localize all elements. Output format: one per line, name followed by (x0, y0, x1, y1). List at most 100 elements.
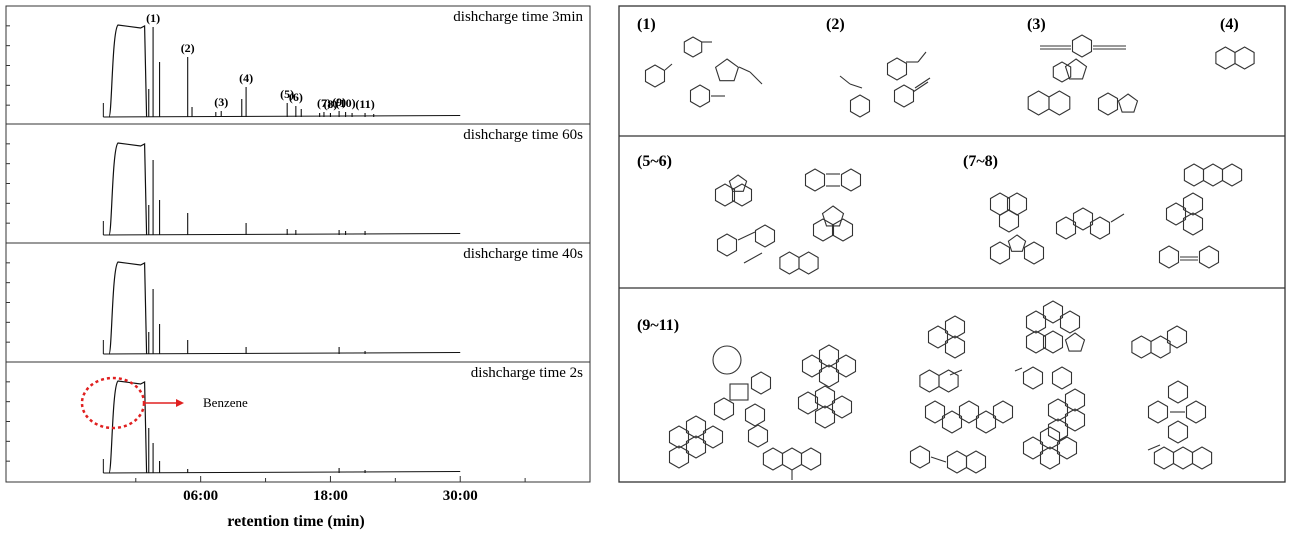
ring-structure (714, 183, 736, 207)
solvent-peak (108, 142, 148, 236)
ring-structure (800, 447, 822, 471)
ring-structure (668, 445, 690, 469)
ring-structure (832, 218, 854, 242)
ring-structure (1198, 245, 1220, 269)
bond-line (930, 456, 947, 463)
bond-line (664, 63, 673, 71)
baseline-trace (103, 471, 461, 474)
ring-structure (1185, 400, 1207, 424)
ring-structure (1072, 207, 1094, 231)
peak-label: (6) (289, 90, 303, 104)
ring-structure (1039, 446, 1061, 470)
ring-structure (801, 354, 823, 378)
ring-structure (958, 400, 980, 424)
ring-structure (762, 447, 784, 471)
ring-structure (812, 218, 834, 242)
bond-line (737, 231, 756, 241)
ring-structure (685, 435, 707, 459)
ring-structure (1047, 398, 1069, 422)
ring-structure (1027, 90, 1050, 116)
ring-structure (1047, 418, 1069, 442)
x-tick-label: 18:00 (313, 488, 348, 504)
five-ring-structure (1007, 234, 1027, 252)
ring-structure (849, 94, 871, 118)
five-ring-structure (821, 205, 845, 227)
ring-structure (944, 315, 966, 339)
structure-frame (618, 5, 1286, 483)
ring-structure (893, 84, 915, 108)
ring-structure (1055, 216, 1077, 240)
chromatogram-panel: dishcharge time 60s (102, 127, 583, 236)
five-ring-structure (1064, 58, 1088, 80)
ring-structure (1202, 163, 1224, 187)
chromatogram-frame (5, 5, 591, 483)
solvent-peak (108, 24, 148, 118)
panel-title: dishcharge time 60s (463, 127, 583, 143)
chromatogram-panel: (1) (2) (3) (4) (5)(6) (7)(8)(9)(10) (11) dishc… (102, 9, 583, 118)
ring-structure (702, 425, 724, 449)
ring-structure (1006, 192, 1028, 216)
ring-structure (927, 325, 949, 349)
bond-line (738, 66, 751, 73)
ring-structure (779, 251, 800, 275)
ring-structure (1221, 163, 1243, 187)
ring-structure (1234, 46, 1255, 70)
bond-line (849, 83, 863, 89)
peak-label: (11) (355, 97, 374, 111)
ring-structure (818, 344, 840, 368)
chromatogram-panel: dishcharge time 40s (102, 246, 583, 355)
ring-structure (750, 371, 772, 395)
ring-structure (1182, 212, 1204, 236)
group-label-4: (4) (1220, 16, 1239, 33)
ring-structure (831, 395, 853, 419)
peak-label: (9) (332, 95, 346, 109)
peak-label: (10) (336, 96, 356, 110)
ring-structure (1048, 90, 1071, 116)
ring-structure (1165, 202, 1187, 226)
baseline-trace (103, 233, 461, 236)
five-ring-structure (1064, 332, 1086, 352)
ring-structure (1215, 46, 1236, 70)
ring-structure (731, 183, 753, 207)
ring-structure (1039, 426, 1061, 450)
group-label-1: (1) (637, 16, 656, 33)
bond-line (1147, 444, 1161, 451)
ring-structure (1158, 245, 1180, 269)
ring-structure (1042, 330, 1064, 354)
ring-structure (919, 369, 940, 393)
ring-structure (924, 400, 946, 424)
ring-structure (975, 410, 997, 434)
benzene-arrow-head (176, 399, 184, 407)
ring-structure (818, 364, 840, 388)
ring-structure (683, 36, 703, 58)
ring-structure (1071, 34, 1093, 58)
five-ring-structure (1117, 93, 1139, 113)
ring-structure (644, 64, 666, 88)
x-axis-label: retention time (min) (227, 513, 364, 530)
structure-table: (1) (2) (3) (4) (5~6) (7~8) (9~11) (618, 5, 1286, 483)
peak-label: (2) (181, 41, 195, 55)
ring-structure (989, 241, 1011, 265)
ring-structure (1167, 420, 1189, 444)
ring-structure (747, 424, 769, 448)
ring-structure (941, 410, 963, 434)
ring-structure (946, 450, 968, 474)
group-label-3: (3) (1027, 16, 1046, 33)
panel-title: dishcharge time 3min (453, 9, 583, 25)
five-ring-structure (714, 58, 740, 82)
ring-structure (1131, 335, 1152, 359)
ring-structure (1167, 380, 1189, 404)
solvent-peak (108, 380, 148, 474)
bond-line (839, 75, 851, 85)
molecule-drawings (644, 34, 1255, 480)
ring-structure (1153, 446, 1175, 470)
ring-structure (689, 84, 711, 108)
ring-structure (1022, 366, 1044, 390)
ring-structure (729, 383, 749, 401)
peak-label: (4) (239, 71, 253, 85)
ring-structure (1023, 241, 1045, 265)
ring-structure (1052, 61, 1072, 83)
ring-structure (798, 251, 819, 275)
ring-structure (1183, 163, 1205, 187)
